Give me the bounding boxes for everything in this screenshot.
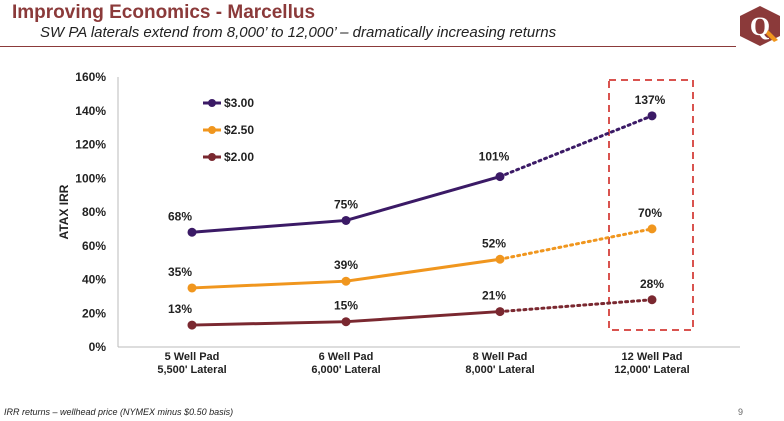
y-tick-label: 100% xyxy=(75,171,106,185)
legend-marker xyxy=(208,126,216,134)
data-label: 35% xyxy=(168,265,192,279)
footnote: IRR returns – wellhead price (NYMEX minu… xyxy=(4,407,234,417)
x-tick-label-line: 8,000' Lateral xyxy=(465,364,534,376)
y-tick-label: 80% xyxy=(82,205,106,219)
series-point xyxy=(341,317,351,327)
data-label: 101% xyxy=(479,150,510,164)
series-point xyxy=(187,227,197,237)
data-label: 52% xyxy=(482,236,506,250)
y-tick-label: 60% xyxy=(82,239,106,253)
x-axis: 5 Well Pad 5,500' Lateral 6 Well Pad 6,000'… xyxy=(118,346,740,376)
series-line-projected xyxy=(498,227,654,261)
page-title: Improving Economics - Marcellus xyxy=(12,2,316,23)
series-point xyxy=(647,224,657,234)
x-tick-label: 5 Well Pad 5,500' Lateral xyxy=(157,351,226,376)
title-divider xyxy=(0,46,736,47)
x-tick-label-line: 5 Well Pad xyxy=(165,351,220,363)
y-axis-label: ATAX IRR xyxy=(57,184,71,239)
series-point xyxy=(647,111,657,121)
series-point xyxy=(647,295,657,305)
series-point xyxy=(341,276,351,286)
x-tick-label-line: 12,000' Lateral xyxy=(614,364,689,376)
x-tick-label-line: 6,000' Lateral xyxy=(311,364,380,376)
legend-marker xyxy=(208,153,216,161)
page-subtitle: SW PA laterals extend from 8,000’ to 12,… xyxy=(40,24,557,41)
series-point xyxy=(495,172,505,182)
legend-label: $3.00 xyxy=(224,96,254,110)
company-logo-icon: Q xyxy=(740,6,780,46)
series-point xyxy=(495,254,505,264)
highlight-box-group xyxy=(608,79,694,331)
y-tick-label: 0% xyxy=(89,340,107,354)
y-tick-label: 140% xyxy=(75,104,106,118)
series-line-projected xyxy=(498,114,654,179)
x-tick-label-line: 6 Well Pad xyxy=(319,351,374,363)
legend-label: $2.00 xyxy=(224,150,254,164)
data-label: 13% xyxy=(168,302,192,316)
logo-letter: Q xyxy=(750,12,770,41)
x-tick-label-line: 12 Well Pad xyxy=(622,351,683,363)
data-label: 39% xyxy=(334,258,358,272)
y-tick-label: 160% xyxy=(75,70,106,84)
series-line-projected xyxy=(498,298,654,314)
series-point xyxy=(341,215,351,225)
legend-label: $2.50 xyxy=(224,123,254,137)
highlight-box xyxy=(608,79,694,331)
y-axis: 0% 20% 40% 60% 80% 100% 120% 140% 160% ATAX IRR xyxy=(57,70,119,354)
data-label: 75% xyxy=(334,197,358,211)
data-label: 68% xyxy=(168,209,192,223)
legend-marker xyxy=(208,99,216,107)
data-label: 15% xyxy=(334,299,358,313)
x-tick-label: 8 Well Pad 8,000' Lateral xyxy=(465,351,534,376)
x-tick-label-line: 8 Well Pad xyxy=(473,351,528,363)
y-tick-label: 20% xyxy=(82,306,106,320)
data-label: 70% xyxy=(638,206,662,220)
x-tick-label-line: 5,500' Lateral xyxy=(157,364,226,376)
data-label: 21% xyxy=(482,289,506,303)
x-tick-label: 12 Well Pad 12,000' Lateral xyxy=(614,351,689,376)
page-number: 9 xyxy=(738,407,744,417)
series-point xyxy=(495,307,505,317)
data-label: 137% xyxy=(635,93,666,107)
x-tick-label: 6 Well Pad 6,000' Lateral xyxy=(311,351,380,376)
series-point xyxy=(187,283,197,293)
y-tick-label: 40% xyxy=(82,273,106,287)
y-tick-label: 120% xyxy=(75,138,106,152)
data-label: 28% xyxy=(640,277,664,291)
series-group: 68% 75% 101% 137% 35% 39% 52% 70% 13% 15% 21% 28% xyxy=(168,93,666,330)
legend: $3.00 $2.50 $2.00 xyxy=(203,96,254,164)
series-point xyxy=(187,320,197,330)
